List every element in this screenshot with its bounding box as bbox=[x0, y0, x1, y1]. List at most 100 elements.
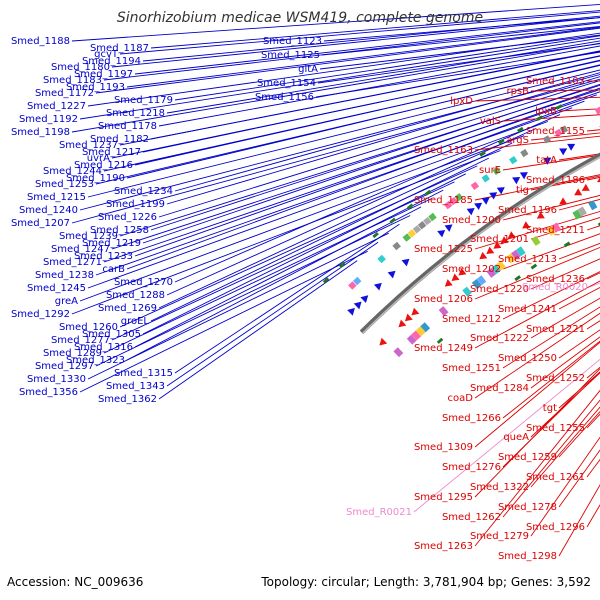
gene-label-100: Smed_1276 bbox=[442, 462, 501, 473]
feature-arrow-65 bbox=[474, 202, 483, 211]
gene-label-106: Smed_1296 bbox=[526, 522, 585, 533]
feature-block-130 bbox=[449, 197, 458, 206]
gene-label-16: Smed_1237 bbox=[59, 140, 118, 151]
connector-54 bbox=[79, 250, 368, 393]
connector-57 bbox=[321, 25, 600, 56]
connector-43 bbox=[150, 157, 489, 322]
connector-60 bbox=[315, 51, 600, 98]
connector-63 bbox=[474, 96, 600, 102]
feature-arrow-15 bbox=[574, 188, 583, 196]
feature-block-148 bbox=[554, 128, 563, 137]
gene-label-9: Smed_1179 bbox=[114, 95, 173, 106]
gene-label-58: gltA bbox=[298, 64, 318, 75]
gene-label-18: uvrA bbox=[87, 153, 110, 164]
feature-arrow-0 bbox=[379, 337, 388, 346]
gene-label-38: Smed_1245 bbox=[27, 283, 86, 294]
feature-block-112 bbox=[411, 330, 422, 341]
connector-14 bbox=[71, 42, 600, 133]
connector-50 bbox=[95, 215, 411, 367]
connector-68 bbox=[474, 135, 600, 151]
feature-block-266 bbox=[597, 222, 600, 227]
gene-label-48: Smed_1289 bbox=[43, 348, 102, 359]
feature-block-135 bbox=[470, 181, 480, 190]
connector-52 bbox=[87, 232, 389, 380]
gene-label-57: Smed_1125 bbox=[261, 50, 320, 61]
feature-block-149 bbox=[559, 125, 569, 134]
connector-1 bbox=[150, 10, 600, 49]
connector-28 bbox=[71, 78, 600, 224]
gene-label-51: Smed_1315 bbox=[114, 368, 173, 379]
feature-block-122 bbox=[417, 221, 427, 230]
feature-arrow-66 bbox=[481, 197, 490, 205]
gene-label-24: Smed_1215 bbox=[27, 192, 86, 203]
gene-label-20: Smed_1244 bbox=[43, 166, 102, 177]
gene-label-111: Smed_R0021 bbox=[346, 507, 412, 518]
feature-block-110 bbox=[353, 276, 362, 286]
feature-block-256 bbox=[389, 217, 396, 224]
gene-label-36: Smed_1238 bbox=[35, 270, 94, 281]
feature-arrow-2 bbox=[404, 313, 413, 322]
gene-label-108: Smed_1263 bbox=[414, 541, 473, 552]
connector-108 bbox=[474, 389, 600, 547]
feature-arrow-13 bbox=[536, 211, 545, 219]
connector-90 bbox=[502, 306, 600, 369]
gene-label-15: Smed_1182 bbox=[90, 134, 149, 145]
label-connector-lines bbox=[71, 4, 600, 557]
feature-block-254 bbox=[436, 337, 444, 344]
feature-block-136 bbox=[516, 246, 526, 257]
feature-block-126 bbox=[476, 275, 487, 286]
feature-block-129 bbox=[491, 264, 501, 275]
connector-12 bbox=[79, 37, 600, 120]
gene-label-17: Smed_1217 bbox=[82, 147, 141, 158]
feature-block-131 bbox=[496, 260, 506, 271]
gene-label-39: Smed_1288 bbox=[106, 290, 165, 301]
gene-label-49: Smed_1323 bbox=[66, 355, 125, 366]
feature-block-134 bbox=[511, 249, 521, 260]
connector-107 bbox=[530, 436, 600, 537]
feature-block-258 bbox=[424, 189, 432, 196]
map-title: Sinorhizobium medicae WSM419, complete g… bbox=[117, 10, 483, 26]
feature-block-145 bbox=[577, 206, 587, 217]
gene-label-26: Smed_1240 bbox=[19, 205, 78, 216]
feature-block-257 bbox=[406, 203, 414, 210]
feature-arrow-71 bbox=[543, 157, 552, 165]
gene-label-110: Smed_R0020 bbox=[522, 282, 588, 293]
gene-label-83: Smed_1206 bbox=[414, 294, 473, 305]
gene-label-80: Smed_1202 bbox=[442, 264, 501, 275]
gene-label-27: Smed_1226 bbox=[98, 212, 157, 223]
gene-label-54: Smed_1356 bbox=[19, 387, 78, 398]
feature-arrow-10 bbox=[500, 236, 509, 244]
gene-label-11: Smed_1218 bbox=[106, 108, 165, 119]
connector-2 bbox=[119, 11, 600, 55]
connector-103 bbox=[474, 368, 600, 498]
connector-25 bbox=[166, 76, 600, 205]
connector-11 bbox=[166, 40, 600, 114]
feature-arrow-72 bbox=[559, 148, 568, 156]
gene-label-107: Smed_1279 bbox=[470, 531, 529, 542]
gene-label-12: Smed_1192 bbox=[19, 114, 78, 125]
gene-label-61: Smed_1103 bbox=[526, 76, 585, 87]
gene-label-75: Smed_1200 bbox=[442, 215, 501, 226]
feature-block-146 bbox=[542, 135, 551, 144]
feature-block-262 bbox=[498, 138, 505, 145]
connector-33 bbox=[134, 91, 600, 257]
feature-block-125 bbox=[428, 212, 437, 222]
gene-label-81: Smed_1236 bbox=[526, 274, 585, 285]
gene-label-103: Smed_1295 bbox=[414, 492, 473, 503]
connector-98 bbox=[474, 341, 600, 448]
connector-36 bbox=[95, 107, 573, 276]
connector-100 bbox=[502, 371, 600, 468]
gene-labels: Smed_1188 Smed_1187gcvTSmed_1194Smed_1180… bbox=[11, 36, 588, 562]
feature-arrow-1 bbox=[398, 319, 407, 328]
feature-arrow-8 bbox=[486, 246, 495, 254]
connector-75 bbox=[502, 194, 600, 221]
connector-58 bbox=[319, 34, 600, 70]
connector-16 bbox=[119, 50, 600, 146]
gene-label-37: Smed_1270 bbox=[114, 277, 173, 288]
gene-label-92: Smed_1284 bbox=[470, 383, 529, 394]
connector-85 bbox=[502, 271, 600, 320]
gene-label-89: Smed_1250 bbox=[498, 353, 557, 364]
feature-arrow-4 bbox=[444, 279, 453, 287]
connector-26 bbox=[79, 74, 600, 211]
genome-summary-text: Topology: circular; Length: 3,781,904 bp… bbox=[260, 575, 591, 589]
